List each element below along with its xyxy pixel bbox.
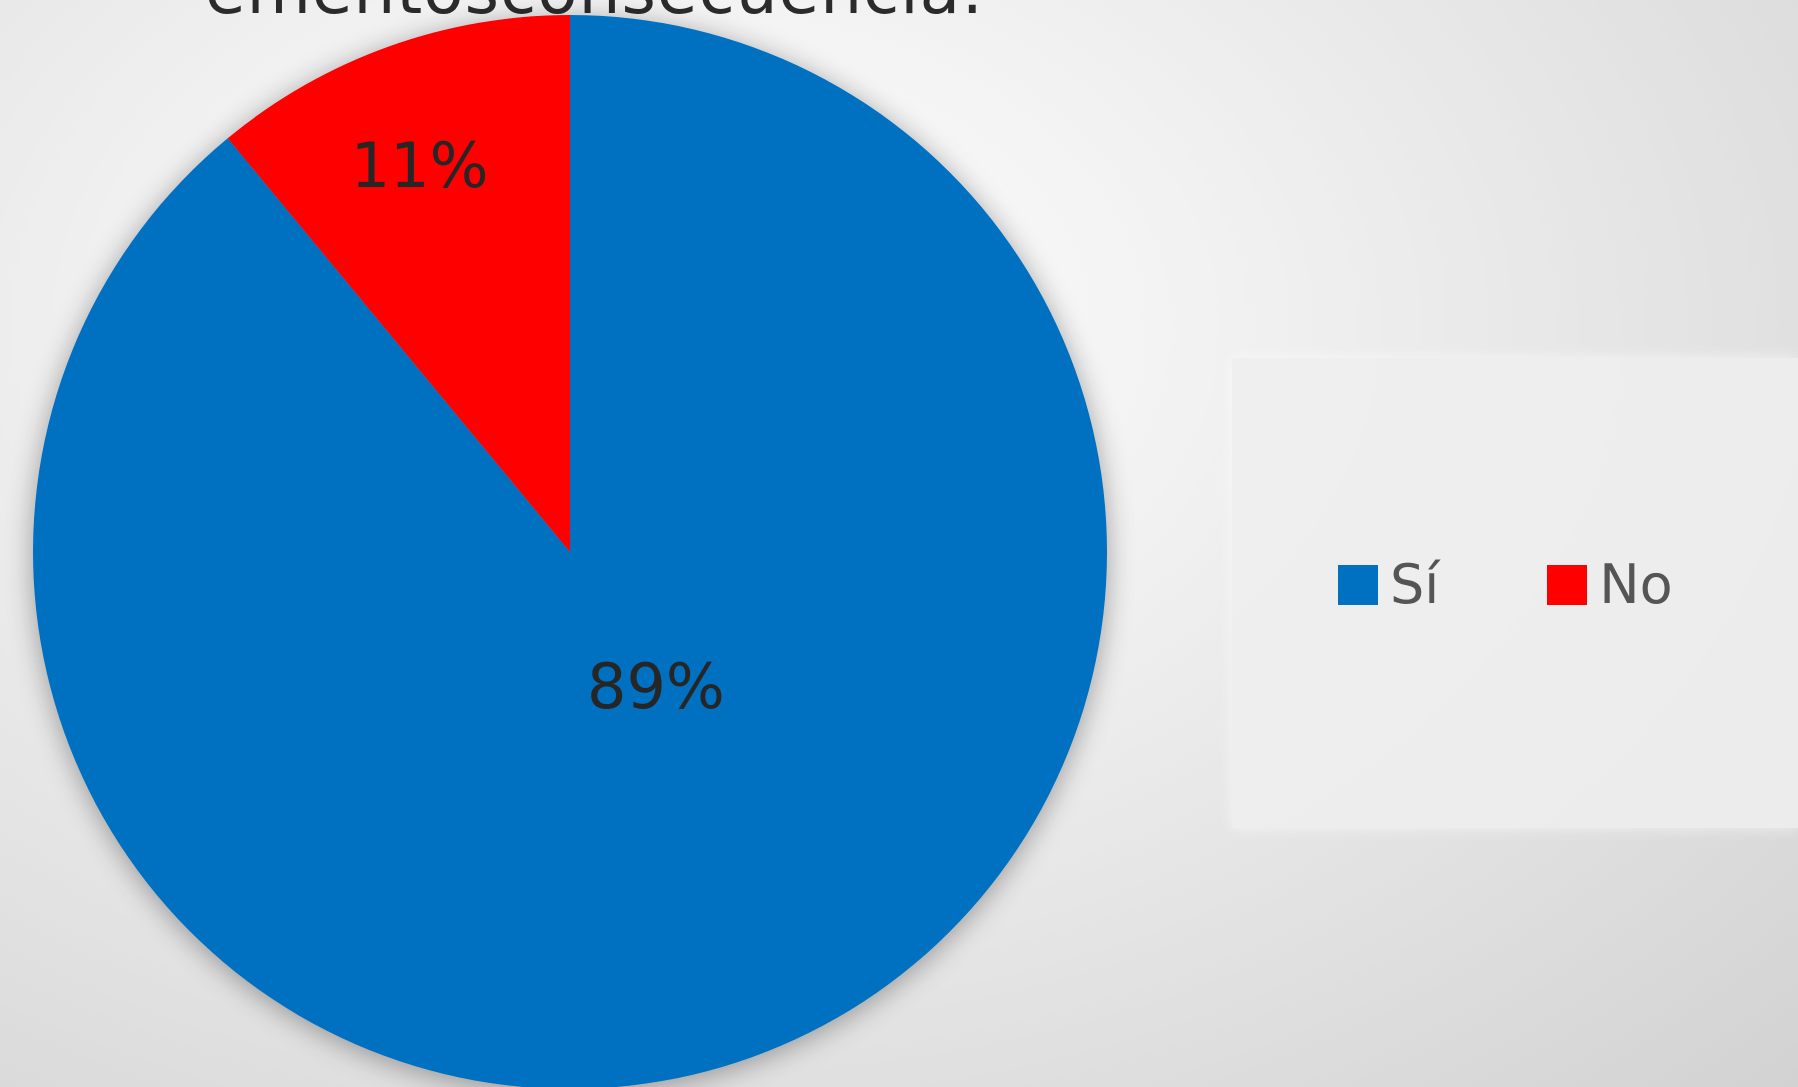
data-label-no: 11% — [351, 129, 489, 202]
pie-slice-si — [33, 15, 1107, 1087]
legend-swatch-si — [1338, 565, 1378, 605]
legend-item-si: Sí — [1338, 558, 1439, 612]
chart-legend: Sí No — [1232, 358, 1798, 828]
legend-items: Sí No — [1338, 558, 1781, 612]
pie-slices — [33, 15, 1107, 1087]
legend-label-si: Sí — [1390, 553, 1440, 616]
pie-data-labels: 89% 11% — [351, 129, 725, 723]
legend-label-no: No — [1599, 553, 1673, 616]
data-label-si: 89% — [587, 650, 725, 723]
legend-swatch-no — [1547, 565, 1588, 605]
pie-slice-no — [227, 15, 571, 552]
legend-item-no: No — [1547, 553, 1673, 616]
